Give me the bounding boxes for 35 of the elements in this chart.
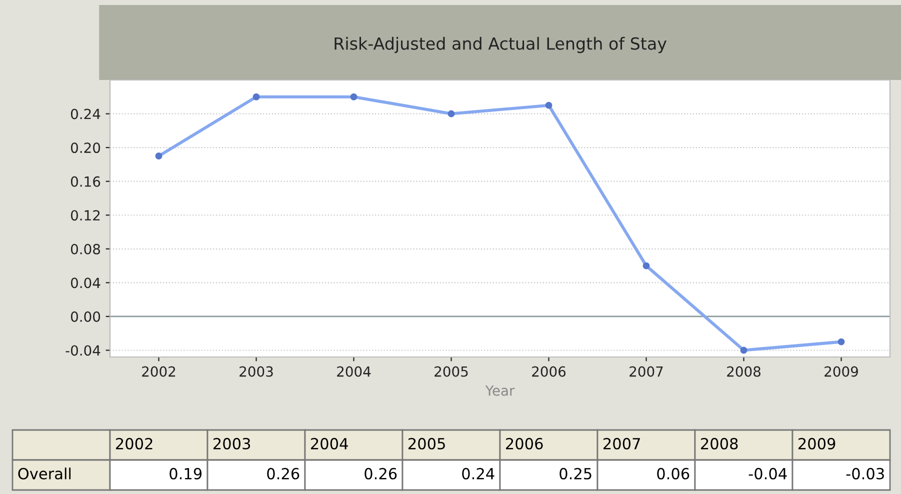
- y-tick-label: 0.04: [70, 278, 100, 288]
- y-tick-label: 0.00: [70, 311, 100, 322]
- x-axis-title: Year: [485, 385, 515, 396]
- category-label: 2007: [603, 438, 640, 450]
- y-tick-label: 0.16: [70, 176, 100, 187]
- data-label: 0.26: [364, 468, 397, 480]
- x-tick-label: 2007: [630, 366, 663, 377]
- y-tick-label: 0.24: [70, 108, 100, 120]
- chart-title: Risk-Adjusted and Actual Length of Stay: [334, 36, 667, 54]
- y-tick-label: 0.20: [70, 142, 100, 154]
- category-label: 2006: [506, 438, 543, 450]
- data-label: -0.03: [846, 468, 884, 480]
- y-tick-label: 0.12: [70, 210, 100, 221]
- category-label: 2003: [213, 438, 250, 450]
- x-tick-label: 2004: [337, 366, 371, 377]
- text: Overall: [18, 468, 71, 480]
- x-tick-label: 2009: [824, 366, 858, 377]
- x-tick-label: 2005: [434, 366, 468, 377]
- x-tick-label: 2008: [727, 366, 760, 377]
- data-label: 0.19: [170, 468, 202, 480]
- y-tick-label: -0.04: [66, 345, 100, 356]
- category-label: 2002: [116, 438, 152, 450]
- category-label: 2008: [700, 438, 738, 450]
- data-label: 0.24: [462, 468, 494, 480]
- data-label: 0.26: [267, 468, 300, 480]
- data-label: 0.25: [560, 468, 592, 480]
- category-label: 2004: [310, 438, 348, 450]
- data-label: -0.04: [748, 468, 787, 480]
- x-tick-label: 2002: [142, 366, 176, 377]
- y-tick-label: 0.08: [70, 244, 100, 254]
- data-label: 0.06: [657, 468, 690, 480]
- category-label: 2005: [408, 438, 445, 450]
- x-tick-label: 2006: [532, 366, 566, 377]
- category-label: 2009: [798, 438, 836, 450]
- x-tick-label: 2003: [240, 366, 273, 377]
